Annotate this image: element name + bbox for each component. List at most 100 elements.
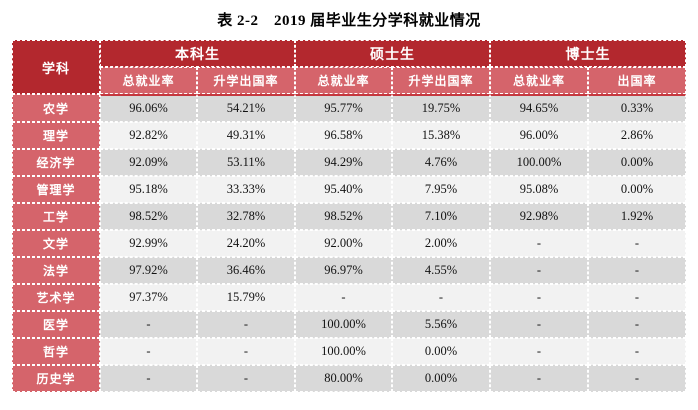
sub-header-row: 总就业率 升学出国率 总就业率 升学出国率 总就业率 出国率 bbox=[12, 67, 686, 94]
cell-doctoral-employment-rate: - bbox=[490, 230, 588, 257]
cell-undergrad-further-study-rate: 33.33% bbox=[197, 176, 295, 203]
cell-master-further-study-rate: 15.38% bbox=[392, 122, 490, 149]
employment-by-discipline-table: 学科 本科生 硕士生 博士生 总就业率 升学出国率 总就业率 升学出国率 总就业… bbox=[12, 40, 686, 392]
cell-undergrad-employment-rate: - bbox=[100, 365, 197, 392]
cell-master-employment-rate: 92.00% bbox=[295, 230, 392, 257]
cell-undergrad-employment-rate: 97.92% bbox=[100, 257, 197, 284]
cell-doctoral-abroad-rate: - bbox=[588, 338, 686, 365]
cell-master-employment-rate: 80.00% bbox=[295, 365, 392, 392]
cell-undergrad-further-study-rate: 32.78% bbox=[197, 203, 295, 230]
row-label-discipline: 农学 bbox=[12, 94, 100, 122]
cell-doctoral-employment-rate: - bbox=[490, 257, 588, 284]
cell-master-further-study-rate: 19.75% bbox=[392, 94, 490, 122]
cell-master-employment-rate: 100.00% bbox=[295, 311, 392, 338]
table-body: 农学 96.06% 54.21% 95.77% 19.75% 94.65% 0.… bbox=[12, 94, 686, 392]
table-row: 经济学 92.09% 53.11% 94.29% 4.76% 100.00% 0… bbox=[12, 149, 686, 176]
cell-doctoral-abroad-rate: - bbox=[588, 311, 686, 338]
cell-doctoral-abroad-rate: 0.00% bbox=[588, 176, 686, 203]
table-caption: 表 2-2 2019 届毕业生分学科就业情况 bbox=[217, 13, 481, 29]
row-label-discipline: 管理学 bbox=[12, 176, 100, 203]
subheader-master-employment-rate: 总就业率 bbox=[295, 67, 392, 94]
cell-master-employment-rate: 94.29% bbox=[295, 149, 392, 176]
row-label-discipline: 法学 bbox=[12, 257, 100, 284]
cell-undergrad-employment-rate: 95.18% bbox=[100, 176, 197, 203]
cell-undergrad-employment-rate: 92.82% bbox=[100, 122, 197, 149]
cell-doctoral-abroad-rate: - bbox=[588, 365, 686, 392]
row-label-discipline: 历史学 bbox=[12, 365, 100, 392]
row-label-discipline: 工学 bbox=[12, 203, 100, 230]
cell-master-further-study-rate: 0.00% bbox=[392, 365, 490, 392]
cell-doctoral-abroad-rate: - bbox=[588, 230, 686, 257]
cell-master-further-study-rate: 4.55% bbox=[392, 257, 490, 284]
cell-undergrad-further-study-rate: 49.31% bbox=[197, 122, 295, 149]
table-header: 学科 本科生 硕士生 博士生 总就业率 升学出国率 总就业率 升学出国率 总就业… bbox=[12, 40, 686, 94]
row-label-discipline: 经济学 bbox=[12, 149, 100, 176]
group-header-row: 学科 本科生 硕士生 博士生 bbox=[12, 40, 686, 94]
cell-undergrad-further-study-rate: - bbox=[197, 338, 295, 365]
subheader-undergrad-further-study-rate: 升学出国率 bbox=[197, 67, 295, 94]
cell-master-further-study-rate: 5.56% bbox=[392, 311, 490, 338]
cell-undergrad-employment-rate: 96.06% bbox=[100, 94, 197, 122]
table-row: 工学 98.52% 32.78% 98.52% 7.10% 92.98% 1.9… bbox=[12, 203, 686, 230]
cell-doctoral-employment-rate: - bbox=[490, 284, 588, 311]
table-row: 医学 - - 100.00% 5.56% - - bbox=[12, 311, 686, 338]
row-label-discipline: 医学 bbox=[12, 311, 100, 338]
cell-master-further-study-rate: 2.00% bbox=[392, 230, 490, 257]
row-label-discipline: 艺术学 bbox=[12, 284, 100, 311]
cell-undergrad-employment-rate: 98.52% bbox=[100, 203, 197, 230]
cell-master-employment-rate: 96.58% bbox=[295, 122, 392, 149]
cell-undergrad-employment-rate: - bbox=[100, 338, 197, 365]
table-row: 文学 92.99% 24.20% 92.00% 2.00% - - bbox=[12, 230, 686, 257]
cell-undergrad-further-study-rate: - bbox=[197, 365, 295, 392]
cell-doctoral-abroad-rate: 0.00% bbox=[588, 149, 686, 176]
table-row: 法学 97.92% 36.46% 96.97% 4.55% - - bbox=[12, 257, 686, 284]
cell-master-employment-rate: 98.52% bbox=[295, 203, 392, 230]
cell-master-employment-rate: 96.97% bbox=[295, 257, 392, 284]
cell-doctoral-abroad-rate: 1.92% bbox=[588, 203, 686, 230]
cell-doctoral-abroad-rate: 2.86% bbox=[588, 122, 686, 149]
cell-undergrad-further-study-rate: 24.20% bbox=[197, 230, 295, 257]
cell-master-further-study-rate: 0.00% bbox=[392, 338, 490, 365]
cell-doctoral-employment-rate: 100.00% bbox=[490, 149, 588, 176]
cell-master-employment-rate: 95.77% bbox=[295, 94, 392, 122]
cell-master-further-study-rate: 7.10% bbox=[392, 203, 490, 230]
cell-undergrad-employment-rate: 97.37% bbox=[100, 284, 197, 311]
cell-doctoral-abroad-rate: - bbox=[588, 284, 686, 311]
cell-undergrad-further-study-rate: 53.11% bbox=[197, 149, 295, 176]
cell-doctoral-employment-rate: - bbox=[490, 338, 588, 365]
row-label-discipline: 哲学 bbox=[12, 338, 100, 365]
group-header-doctoral: 博士生 bbox=[490, 40, 686, 67]
cell-undergrad-employment-rate: 92.99% bbox=[100, 230, 197, 257]
cell-doctoral-employment-rate: - bbox=[490, 311, 588, 338]
subheader-undergrad-employment-rate: 总就业率 bbox=[100, 67, 197, 94]
cell-doctoral-employment-rate: 95.08% bbox=[490, 176, 588, 203]
cell-doctoral-employment-rate: 96.00% bbox=[490, 122, 588, 149]
table-row: 理学 92.82% 49.31% 96.58% 15.38% 96.00% 2.… bbox=[12, 122, 686, 149]
group-header-undergraduate: 本科生 bbox=[100, 40, 295, 67]
table-row: 艺术学 97.37% 15.79% - - - - bbox=[12, 284, 686, 311]
corner-header-discipline: 学科 bbox=[12, 40, 100, 94]
cell-doctoral-employment-rate: 92.98% bbox=[490, 203, 588, 230]
cell-master-further-study-rate: - bbox=[392, 284, 490, 311]
table-row: 农学 96.06% 54.21% 95.77% 19.75% 94.65% 0.… bbox=[12, 94, 686, 122]
cell-master-employment-rate: - bbox=[295, 284, 392, 311]
row-label-discipline: 理学 bbox=[12, 122, 100, 149]
cell-undergrad-further-study-rate: 36.46% bbox=[197, 257, 295, 284]
subheader-master-further-study-rate: 升学出国率 bbox=[392, 67, 490, 94]
cell-undergrad-further-study-rate: 15.79% bbox=[197, 284, 295, 311]
cell-master-employment-rate: 95.40% bbox=[295, 176, 392, 203]
group-header-master: 硕士生 bbox=[295, 40, 490, 67]
row-label-discipline: 文学 bbox=[12, 230, 100, 257]
cell-undergrad-further-study-rate: 54.21% bbox=[197, 94, 295, 122]
cell-doctoral-employment-rate: 94.65% bbox=[490, 94, 588, 122]
cell-doctoral-abroad-rate: 0.33% bbox=[588, 94, 686, 122]
table-row: 哲学 - - 100.00% 0.00% - - bbox=[12, 338, 686, 365]
cell-undergrad-employment-rate: - bbox=[100, 311, 197, 338]
cell-doctoral-employment-rate: - bbox=[490, 365, 588, 392]
subheader-doctoral-employment-rate: 总就业率 bbox=[490, 67, 588, 94]
cell-master-further-study-rate: 7.95% bbox=[392, 176, 490, 203]
cell-undergrad-further-study-rate: - bbox=[197, 311, 295, 338]
table-row: 管理学 95.18% 33.33% 95.40% 7.95% 95.08% 0.… bbox=[12, 176, 686, 203]
cell-master-employment-rate: 100.00% bbox=[295, 338, 392, 365]
